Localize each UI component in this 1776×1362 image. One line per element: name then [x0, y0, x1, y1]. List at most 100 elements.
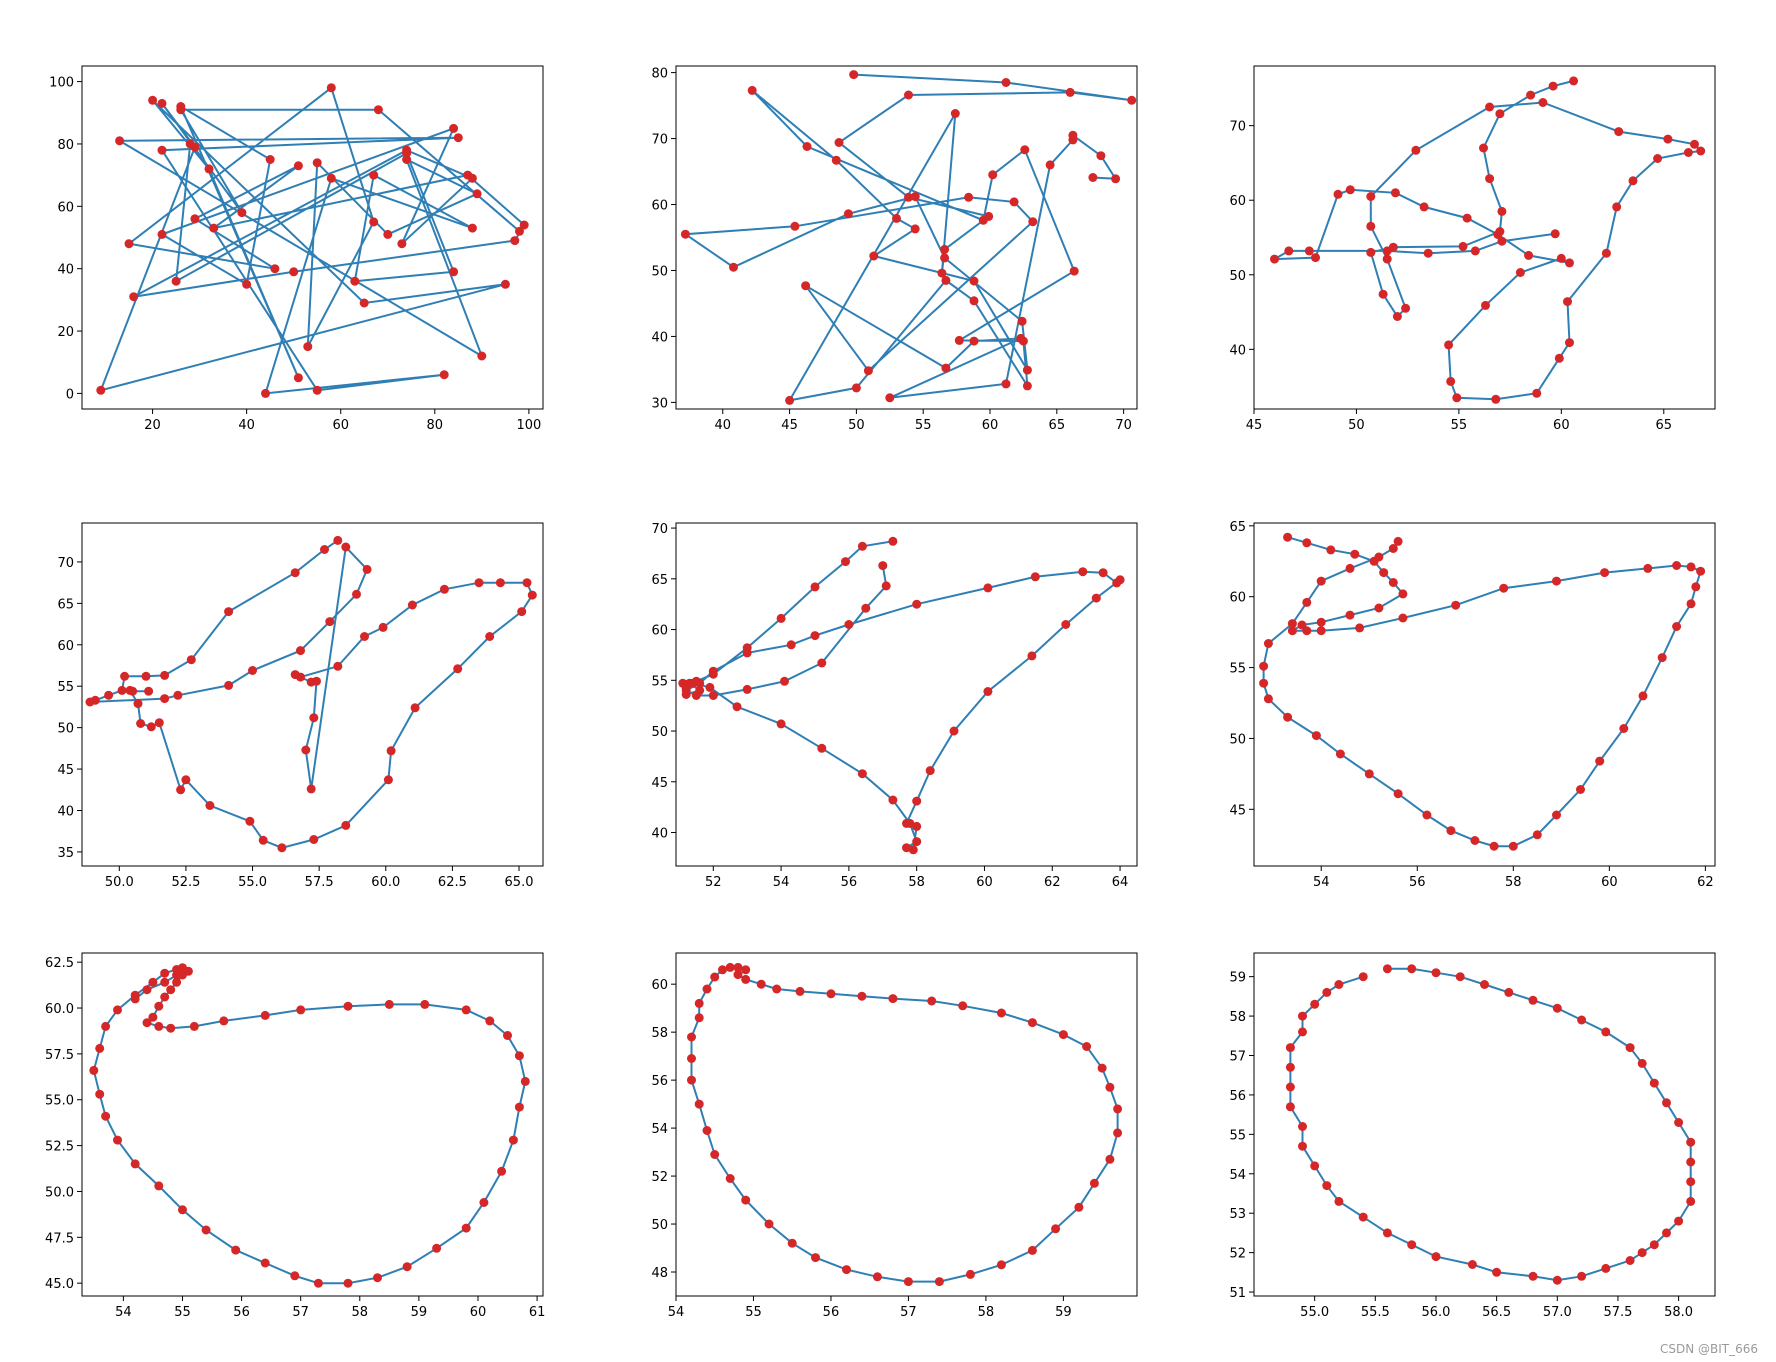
- data-point: [983, 687, 993, 696]
- data-point: [101, 1021, 111, 1031]
- data-point: [1446, 826, 1456, 836]
- data-point: [1016, 333, 1026, 343]
- data-point: [296, 1005, 306, 1015]
- data-point: [903, 1277, 913, 1287]
- data-point: [133, 699, 143, 709]
- data-point: [1105, 1082, 1115, 1092]
- data-point: [694, 998, 704, 1008]
- x-tick-label: 57: [292, 1305, 309, 1320]
- data-point: [1382, 254, 1392, 264]
- data-point: [89, 1065, 99, 1075]
- data-point: [1686, 1177, 1696, 1187]
- data-point: [1113, 1104, 1123, 1114]
- data-point: [1287, 619, 1297, 629]
- x-tick-label: 65: [1656, 418, 1673, 433]
- x-tick-label: 45: [781, 418, 798, 433]
- x-tick-label: 60: [982, 418, 999, 433]
- data-point: [113, 1005, 122, 1015]
- data-point: [1369, 556, 1379, 566]
- data-point: [1528, 1271, 1538, 1281]
- data-point: [1311, 731, 1321, 741]
- data-point: [817, 743, 827, 753]
- data-point: [950, 109, 960, 118]
- data-point: [1105, 1154, 1115, 1164]
- axes-frame: [675, 65, 1138, 410]
- data-point: [1638, 691, 1648, 701]
- data-point: [503, 1031, 512, 1040]
- data-point: [261, 388, 270, 398]
- data-point: [1672, 561, 1682, 570]
- data-point: [296, 646, 305, 656]
- data-point: [176, 785, 186, 795]
- x-tick-label: 64: [1112, 875, 1129, 890]
- data-point: [343, 1001, 353, 1011]
- data-point: [1366, 221, 1376, 231]
- data-point: [902, 818, 911, 828]
- x-tick-label: 45: [1246, 418, 1263, 433]
- data-point: [1552, 1275, 1562, 1285]
- data-point: [841, 557, 850, 567]
- data-point: [402, 1262, 412, 1272]
- y-tick-label: 50: [651, 725, 668, 740]
- data-point: [772, 984, 782, 994]
- data-point: [1390, 188, 1400, 198]
- data-point: [248, 666, 257, 675]
- y-tick-label: 55: [57, 680, 74, 695]
- subplot-3: 45 50 55 60 65 40 50 60 70: [1229, 65, 1716, 433]
- x-tick-label: 50.0: [105, 875, 134, 890]
- data-point: [764, 1219, 774, 1229]
- data-point: [160, 977, 170, 987]
- y-tick-label: 50.0: [45, 1185, 74, 1200]
- data-point: [1683, 148, 1693, 157]
- data-point: [1499, 583, 1509, 593]
- data-point: [306, 784, 316, 794]
- data-point: [785, 395, 795, 405]
- x-tick-label: 56: [1409, 875, 1426, 890]
- data-point: [741, 974, 751, 984]
- data-point: [277, 843, 287, 853]
- data-point: [113, 1135, 122, 1145]
- data-point: [925, 766, 935, 776]
- series-line: [89, 539, 534, 849]
- data-point: [1637, 1248, 1647, 1258]
- data-point: [1431, 1252, 1441, 1262]
- y-tick-label: 65: [57, 597, 74, 612]
- data-point: [934, 1277, 944, 1287]
- data-point: [352, 589, 361, 599]
- data-point: [306, 677, 316, 687]
- data-point: [941, 363, 951, 373]
- data-point: [1045, 160, 1055, 170]
- data-point: [1091, 593, 1101, 603]
- data-point: [1577, 1271, 1587, 1281]
- data-point: [811, 1253, 820, 1263]
- data-point: [1649, 1078, 1659, 1088]
- data-point: [463, 170, 473, 180]
- data-point: [117, 685, 127, 695]
- x-tick-label: 57.0: [1543, 1305, 1572, 1320]
- y-tick-label: 55.0: [45, 1094, 74, 1109]
- data-point: [1497, 206, 1507, 216]
- y-tick-label: 57: [1229, 1050, 1246, 1065]
- data-point: [1556, 253, 1566, 263]
- x-tick-label: 54: [1313, 875, 1330, 890]
- data-point: [128, 686, 138, 696]
- data-point: [1316, 626, 1326, 636]
- data-point: [1388, 578, 1398, 587]
- x-tick-label: 65.0: [505, 875, 534, 890]
- subplot-2: 40 45 50 55 60 65 70 30 40 50 60 70 80: [651, 65, 1138, 433]
- data-point: [1378, 289, 1388, 299]
- data-point: [171, 276, 181, 286]
- y-tick-label: 70: [57, 556, 74, 571]
- data-point: [1358, 972, 1368, 982]
- data-point: [1334, 980, 1344, 989]
- data-point: [154, 1021, 164, 1031]
- data-point: [154, 718, 164, 728]
- data-point: [725, 1174, 735, 1183]
- x-tick-label: 58: [908, 875, 925, 890]
- x-tick-label: 57.5: [305, 875, 334, 890]
- data-point: [680, 229, 690, 239]
- y-tick-label: 55: [1229, 1128, 1246, 1143]
- data-point: [146, 722, 156, 732]
- x-tick-label: 55.5: [1361, 1305, 1390, 1320]
- y-tick-label: 70: [651, 522, 668, 537]
